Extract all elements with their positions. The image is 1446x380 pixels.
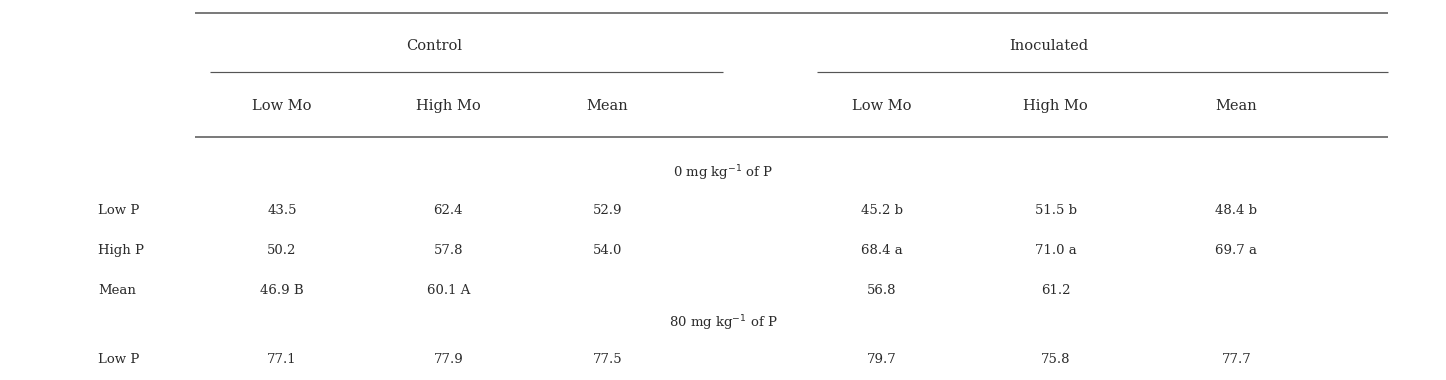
Text: 60.1 A: 60.1 A (427, 284, 470, 297)
Text: 52.9: 52.9 (593, 204, 622, 217)
Text: 77.5: 77.5 (593, 353, 622, 366)
Text: 50.2: 50.2 (268, 244, 296, 257)
Text: 45.2 b: 45.2 b (860, 204, 904, 217)
Text: 79.7: 79.7 (868, 353, 897, 366)
Text: 56.8: 56.8 (868, 284, 897, 297)
Text: Mean: Mean (587, 100, 628, 113)
Text: High P: High P (98, 244, 145, 257)
Text: High Mo: High Mo (1024, 100, 1087, 113)
Text: Mean: Mean (1216, 100, 1257, 113)
Text: 46.9 B: 46.9 B (260, 284, 304, 297)
Text: Mean: Mean (98, 284, 136, 297)
Text: 77.7: 77.7 (1222, 353, 1251, 366)
Text: 0 mg kg$^{-1}$ of P: 0 mg kg$^{-1}$ of P (672, 163, 774, 183)
Text: 57.8: 57.8 (434, 244, 463, 257)
Text: Low P: Low P (98, 204, 140, 217)
Text: Low Mo: Low Mo (852, 100, 912, 113)
Text: Control: Control (406, 39, 461, 52)
Text: 80 mg kg$^{-1}$ of P: 80 mg kg$^{-1}$ of P (668, 313, 778, 333)
Text: 71.0 a: 71.0 a (1035, 244, 1076, 257)
Text: 54.0: 54.0 (593, 244, 622, 257)
Text: 43.5: 43.5 (268, 204, 296, 217)
Text: 69.7 a: 69.7 a (1215, 244, 1258, 257)
Text: 77.1: 77.1 (268, 353, 296, 366)
Text: Inoculated: Inoculated (1009, 39, 1087, 52)
Text: High Mo: High Mo (416, 100, 480, 113)
Text: 68.4 a: 68.4 a (862, 244, 902, 257)
Text: Low P: Low P (98, 353, 140, 366)
Text: 62.4: 62.4 (434, 204, 463, 217)
Text: 77.9: 77.9 (434, 353, 463, 366)
Text: Low Mo: Low Mo (252, 100, 312, 113)
Text: 48.4 b: 48.4 b (1215, 204, 1258, 217)
Text: 75.8: 75.8 (1041, 353, 1070, 366)
Text: 61.2: 61.2 (1041, 284, 1070, 297)
Text: 51.5 b: 51.5 b (1034, 204, 1077, 217)
